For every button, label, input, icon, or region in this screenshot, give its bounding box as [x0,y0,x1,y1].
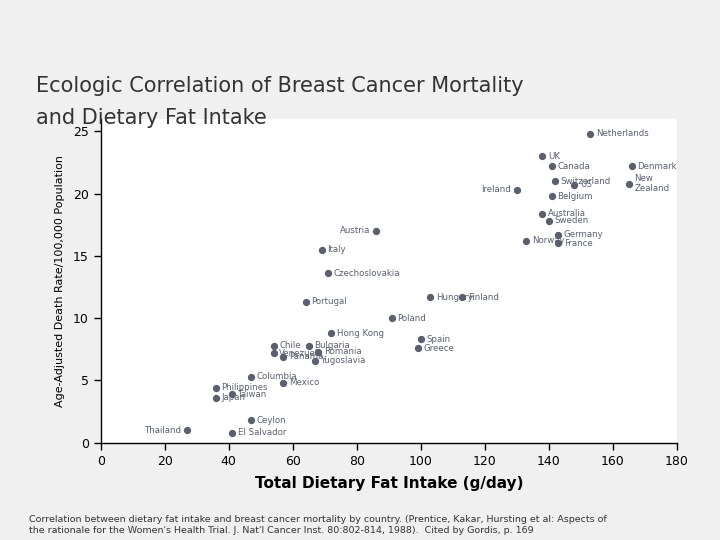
Point [268,349,279,357]
Text: Netherlands: Netherlands [596,129,649,138]
Text: Correlation between dietary fat intake and breast cancer mortality by country. (: Correlation between dietary fat intake a… [29,515,606,535]
Point [546,192,558,200]
Point [316,245,328,254]
Text: Switzerland: Switzerland [561,177,611,186]
Point [246,373,257,381]
Text: Germany: Germany [564,230,603,239]
Text: Columbia: Columbia [257,372,297,381]
Point [246,416,257,424]
Text: Belgium: Belgium [557,192,593,200]
Text: Ceylon: Ceylon [257,416,287,425]
Text: Ireland: Ireland [482,185,511,194]
X-axis label: Total Dietary Fat Intake (g/day): Total Dietary Fat Intake (g/day) [255,476,523,491]
Y-axis label: Age-Adjusted Death Rate/100,000 Population: Age-Adjusted Death Rate/100,000 Populati… [55,155,65,407]
Text: Denmark: Denmark [637,161,678,171]
Text: Portugal: Portugal [311,298,347,307]
Point [543,217,554,225]
Text: Bulgaria: Bulgaria [315,341,350,350]
Point [386,314,397,322]
Point [456,293,468,301]
Text: Australia: Australia [548,209,586,218]
Point [370,227,382,235]
Point [226,390,238,399]
Text: Thailand: Thailand [145,426,181,435]
Point [310,356,321,365]
Text: Poland: Poland [397,314,426,323]
Point [210,383,222,392]
Text: Sweden: Sweden [554,217,589,226]
Point [623,179,634,188]
Point [226,429,238,437]
Point [323,269,334,278]
Point [553,231,564,239]
Text: Norway: Norway [532,237,564,245]
Text: France: France [564,239,593,248]
Text: Ecologic Correlation of Breast Cancer Mortality: Ecologic Correlation of Breast Cancer Mo… [36,76,523,96]
Point [181,426,193,435]
Text: Yugoslavia: Yugoslavia [320,356,366,365]
Text: Italy: Italy [327,245,346,254]
Point [569,180,580,189]
Point [585,130,596,138]
Text: Spain: Spain [426,335,451,344]
Text: Canada: Canada [557,161,590,171]
Text: Hungary: Hungary [436,293,473,301]
Point [536,209,548,218]
Text: Finland: Finland [468,293,499,301]
Text: Philippines: Philippines [222,383,268,393]
Point [210,394,222,402]
Point [303,341,315,350]
Point [277,353,289,361]
Point [412,344,423,353]
Point [277,379,289,387]
Point [312,348,324,356]
Text: Taiwan: Taiwan [238,390,267,399]
Text: Greece: Greece [423,343,454,353]
Text: Japan: Japan [222,394,246,402]
Text: New
Zealand: New Zealand [634,174,670,193]
Point [626,162,638,171]
Text: Romania: Romania [324,347,361,356]
Text: US: US [580,180,592,190]
Text: Panama: Panama [289,352,323,361]
Text: Hong Kong: Hong Kong [337,329,384,338]
Point [415,335,426,343]
Point [553,239,564,248]
Text: Austria: Austria [340,226,371,235]
Point [425,293,436,301]
Text: El Salvador: El Salvador [238,428,286,437]
Text: and Dietary Fat Intake: and Dietary Fat Intake [36,108,266,128]
Point [549,177,561,185]
Point [536,152,548,160]
Text: Venezuela: Venezuela [279,349,324,357]
Text: Chile: Chile [279,341,301,350]
Point [521,237,532,245]
Point [511,186,523,194]
Point [546,162,558,171]
Point [268,341,279,350]
Text: Czechoslovakia: Czechoslovakia [333,269,400,278]
Point [300,298,311,306]
Point [325,329,337,338]
Text: Mexico: Mexico [289,379,319,388]
Text: UK: UK [548,152,560,161]
